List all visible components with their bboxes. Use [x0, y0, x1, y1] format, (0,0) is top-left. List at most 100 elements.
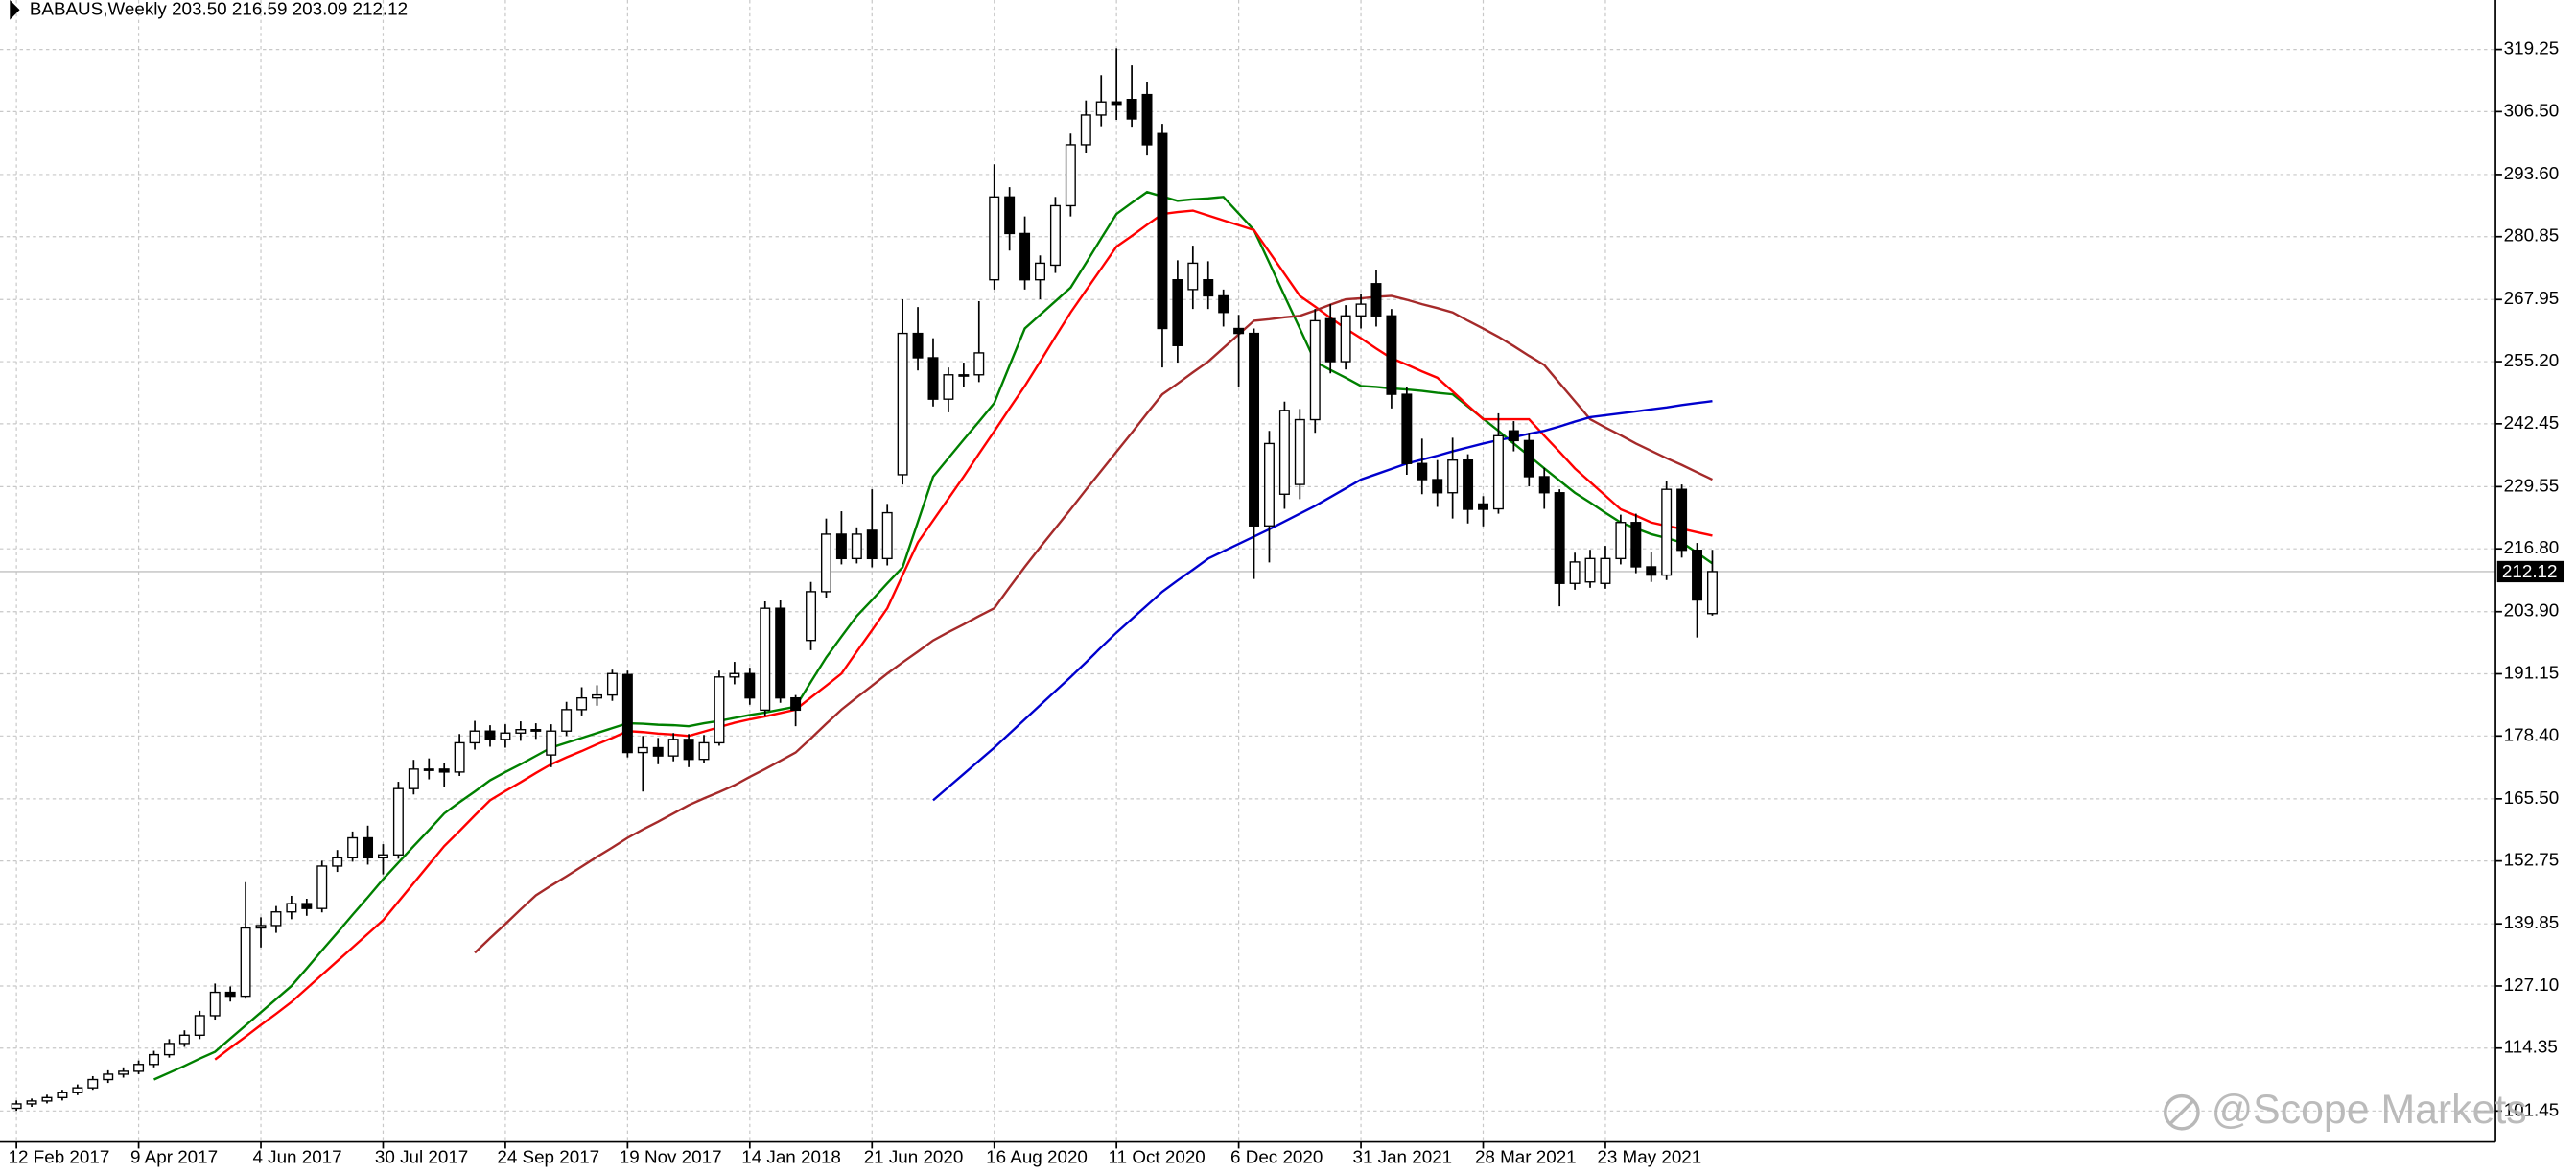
candle-body	[775, 607, 786, 699]
moving-average-line	[153, 190, 1714, 1081]
candle-body	[363, 836, 374, 859]
x-tick-label: 19 Nov 2017	[620, 1147, 722, 1167]
candle-body	[881, 511, 893, 560]
candle-body	[1508, 430, 1519, 442]
y-tick-label: 280.85	[2504, 225, 2560, 246]
candle-body	[1646, 566, 1657, 576]
candle-body	[316, 865, 328, 909]
candle-body	[1463, 459, 1474, 510]
candle-body	[576, 696, 588, 711]
candle-body	[1432, 479, 1443, 494]
chart-header: BABAUS,Weekly 203.50 216.59 203.09 212.1…	[30, 0, 408, 18]
candle-body	[270, 911, 282, 927]
candle-body	[806, 591, 817, 642]
candle-body	[1600, 557, 1611, 584]
candle-body	[240, 927, 251, 998]
candle-body	[209, 991, 221, 1017]
candle-body	[1447, 459, 1459, 494]
moving-averages	[153, 190, 1714, 1081]
candle-body	[1157, 132, 1168, 330]
candle-body	[1417, 462, 1428, 481]
candle-body	[1401, 393, 1413, 464]
x-tick-label: 21 Jun 2020	[864, 1147, 964, 1167]
candle-body	[820, 533, 831, 593]
candles	[11, 48, 1718, 1112]
candle-body	[698, 741, 710, 761]
candle-body	[1615, 522, 1627, 560]
y-tick-label: 114.35	[2504, 1037, 2558, 1057]
candle-body	[561, 709, 573, 732]
candle-body	[454, 741, 465, 773]
candle-body	[484, 730, 496, 740]
y-tick-label: 242.45	[2504, 412, 2560, 433]
candle-body	[1111, 101, 1122, 106]
x-tick-label: 16 Aug 2020	[986, 1147, 1088, 1167]
candle-body	[103, 1073, 114, 1081]
candle-body	[118, 1070, 129, 1075]
candle-body	[943, 374, 954, 400]
candle-body	[1538, 476, 1550, 494]
moving-average-line	[932, 400, 1713, 802]
candle-body	[26, 1100, 37, 1105]
candle-body	[149, 1053, 159, 1066]
candle-body	[515, 729, 527, 734]
candle-body	[41, 1096, 53, 1102]
candle-body	[1294, 418, 1305, 485]
candle-body	[760, 607, 771, 712]
candle-body	[194, 1015, 205, 1036]
candle-body	[1126, 98, 1137, 120]
candle-body	[57, 1092, 68, 1099]
candle-body	[1478, 503, 1488, 510]
candle-body	[347, 836, 359, 859]
candle-body	[1676, 488, 1688, 552]
candle-body	[1554, 492, 1565, 584]
x-tick-label: 4 Jun 2017	[252, 1147, 341, 1167]
candle-body	[1569, 561, 1581, 584]
candle-body	[133, 1064, 145, 1072]
x-tick-label: 31 Jan 2021	[1352, 1147, 1452, 1167]
candle-body	[1278, 410, 1290, 495]
watermark-logo	[2164, 1093, 2200, 1131]
candle-body	[866, 529, 878, 560]
y-tick-label: 255.20	[2504, 350, 2560, 370]
y-tick-label: 319.25	[2504, 38, 2560, 59]
candle-body	[790, 696, 802, 712]
candle-body	[286, 903, 297, 913]
candle-body	[1141, 93, 1153, 146]
candle-body	[1035, 262, 1045, 281]
candle-body	[714, 676, 725, 744]
x-tick-label: 6 Dec 2020	[1230, 1147, 1323, 1167]
y-tick-label: 267.95	[2504, 288, 2560, 308]
candle-body	[546, 730, 557, 756]
last-price-label: 212.12	[2502, 561, 2558, 581]
y-tick-label: 127.10	[2504, 974, 2560, 995]
candle-body	[958, 374, 970, 377]
candle-body	[530, 729, 542, 732]
y-tick-label: 178.40	[2504, 724, 2560, 744]
candle-body	[87, 1078, 99, 1089]
y-tick-label: 101.45	[2504, 1099, 2560, 1119]
candle-body	[1249, 332, 1260, 527]
candle-body	[652, 746, 664, 757]
candle-body	[621, 673, 633, 754]
candle-body	[1019, 232, 1031, 281]
candle-body	[729, 672, 740, 678]
grid	[0, 0, 2496, 1142]
x-tick-label: 30 Jul 2017	[375, 1147, 468, 1167]
candle-body	[851, 533, 862, 560]
y-tick-label: 293.60	[2504, 163, 2560, 183]
logo-slash	[2168, 1099, 2195, 1125]
y-tick-label: 152.75	[2504, 850, 2560, 870]
candle-body	[835, 533, 847, 560]
candle-body	[72, 1087, 83, 1093]
y-tick-label: 306.50	[2504, 100, 2560, 120]
candle-body	[423, 768, 434, 771]
candle-body	[1065, 144, 1076, 207]
y-tick-label: 191.15	[2504, 662, 2560, 682]
candle-body	[1492, 434, 1504, 510]
watermark: @Scope Markets	[2212, 1087, 2527, 1133]
candle-body	[1080, 114, 1091, 146]
candle-body	[1004, 196, 1016, 235]
